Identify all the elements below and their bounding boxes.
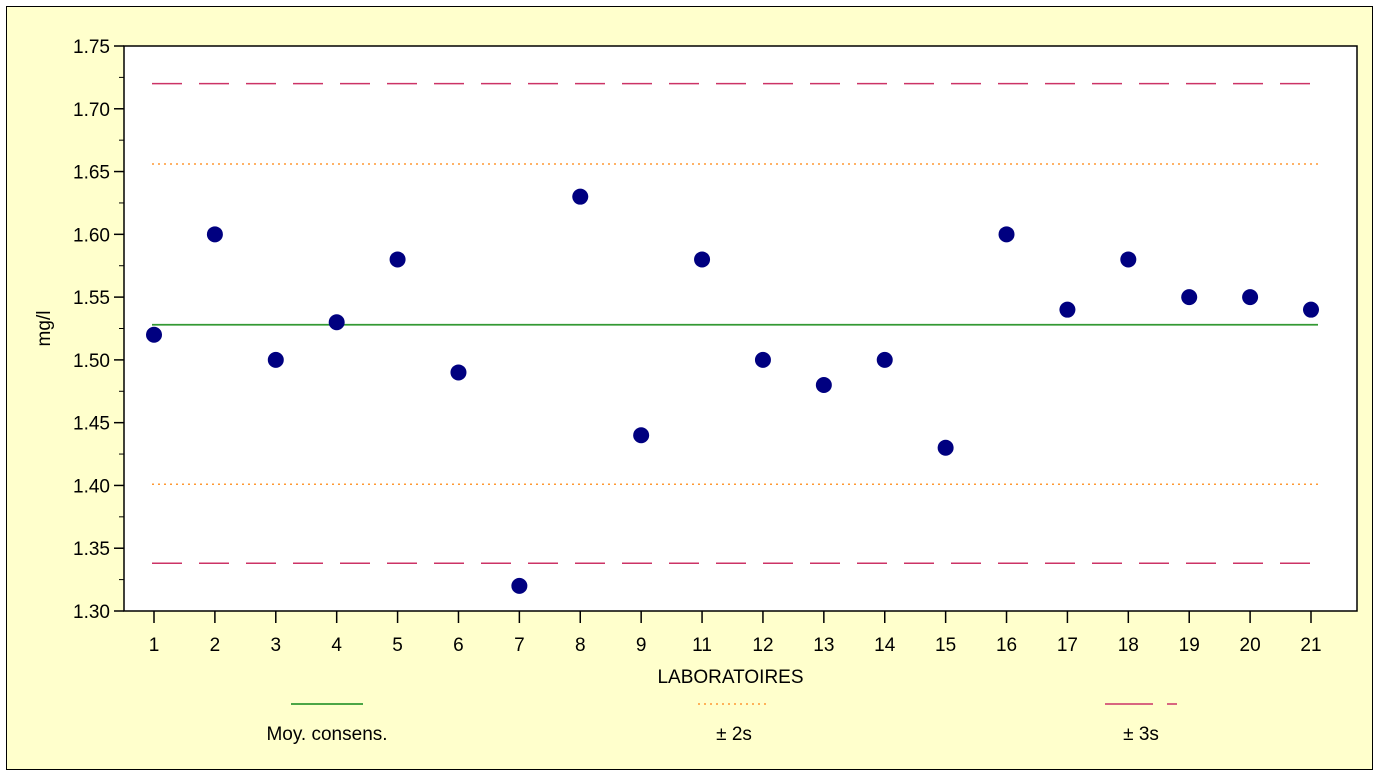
plot-area xyxy=(123,45,1358,612)
data-point xyxy=(998,226,1015,243)
x-tick-label: 13 xyxy=(813,635,834,656)
data-point xyxy=(937,439,954,456)
x-axis-title: LABORATOIRES xyxy=(657,667,803,688)
data-point xyxy=(876,351,893,368)
data-point xyxy=(328,314,345,331)
y-tick-label: 1.45 xyxy=(73,414,110,435)
x-tick-label: 8 xyxy=(575,635,586,656)
y-tick-label: 1.30 xyxy=(73,602,110,623)
data-point xyxy=(572,188,589,205)
data-point xyxy=(389,251,406,268)
data-point xyxy=(1181,289,1198,306)
data-point xyxy=(450,364,467,381)
x-tick-label: 19 xyxy=(1179,635,1200,656)
x-tick-label: 18 xyxy=(1118,635,1139,656)
x-tick-label: 2 xyxy=(210,635,221,656)
x-tick-label: 9 xyxy=(636,635,647,656)
data-point xyxy=(633,427,650,444)
data-point xyxy=(694,251,711,268)
x-tick-label: 7 xyxy=(514,635,525,656)
x-tick-label: 5 xyxy=(392,635,403,656)
data-point xyxy=(1242,289,1259,306)
x-tick-label: 3 xyxy=(271,635,282,656)
data-point xyxy=(206,226,223,243)
x-tick-label: 11 xyxy=(692,635,712,656)
y-tick-label: 1.65 xyxy=(73,163,110,184)
data-point xyxy=(754,351,771,368)
x-tick-label: 21 xyxy=(1300,635,1321,656)
x-tick-label: 4 xyxy=(331,635,342,656)
legend-mean-label: Moy. consens. xyxy=(266,724,387,745)
legend-2s-label: ± 2s xyxy=(716,724,752,745)
data-point xyxy=(511,577,528,594)
data-point xyxy=(1059,301,1076,318)
x-tick-label: 16 xyxy=(996,635,1017,656)
y-tick-label: 1.55 xyxy=(73,288,110,309)
x-tick-label: 20 xyxy=(1240,635,1261,656)
data-point xyxy=(267,351,284,368)
y-tick-label: 1.75 xyxy=(73,37,110,58)
y-tick-label: 1.40 xyxy=(73,476,110,497)
x-tick-label: 15 xyxy=(935,635,956,656)
x-tick-label: 6 xyxy=(453,635,464,656)
x-tick-label: 1 xyxy=(149,635,160,656)
data-point xyxy=(1303,301,1319,318)
data-point xyxy=(815,377,832,393)
y-tick-label: 1.35 xyxy=(73,539,110,560)
x-tick-label: 12 xyxy=(752,635,773,656)
y-tick-label: 1.70 xyxy=(73,100,110,121)
y-tick-label: 1.50 xyxy=(73,351,110,372)
data-point xyxy=(146,326,162,343)
legend-3s-label: ± 3s xyxy=(1123,724,1159,745)
y-axis-title: mg/l xyxy=(34,311,55,347)
y-tick-label: 1.60 xyxy=(73,225,110,246)
x-tick-label: 17 xyxy=(1057,635,1078,656)
data-point xyxy=(1120,251,1137,268)
x-tick-label: 14 xyxy=(874,635,896,656)
